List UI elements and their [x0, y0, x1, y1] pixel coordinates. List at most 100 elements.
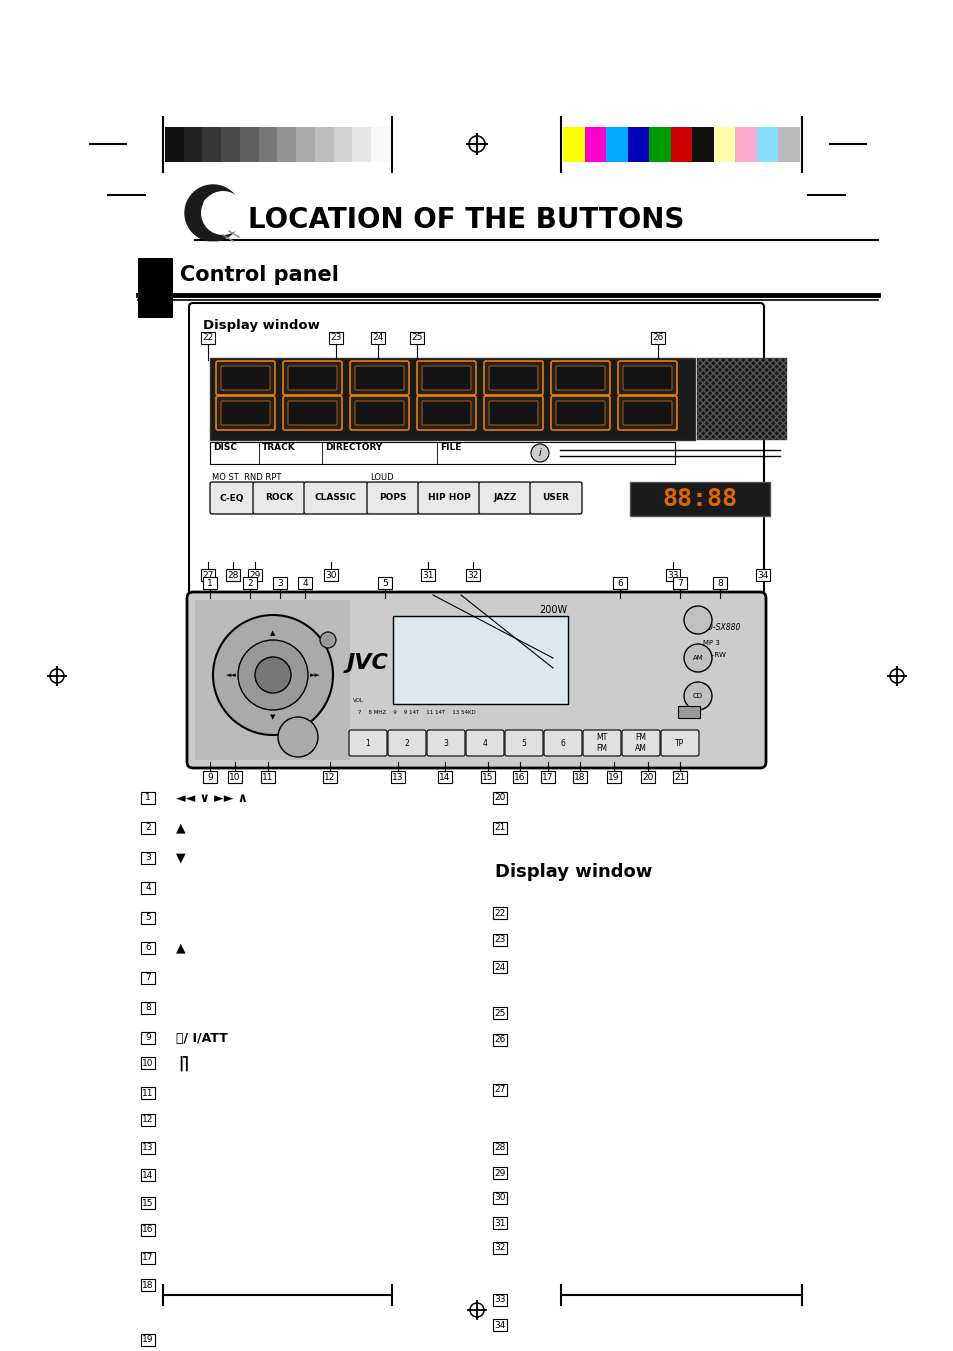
Circle shape: [203, 197, 219, 213]
Text: 19: 19: [142, 1336, 153, 1344]
Text: C-EQ: C-EQ: [219, 493, 244, 503]
FancyBboxPatch shape: [618, 361, 677, 394]
FancyBboxPatch shape: [556, 401, 604, 426]
FancyBboxPatch shape: [489, 401, 537, 426]
Text: 16: 16: [142, 1225, 153, 1235]
Text: 17: 17: [541, 773, 553, 781]
Bar: [755, 569, 769, 581]
Bar: [203, 577, 216, 589]
Bar: [141, 1252, 154, 1265]
FancyBboxPatch shape: [427, 730, 464, 757]
Bar: [420, 569, 435, 581]
Text: 23: 23: [330, 334, 341, 343]
Text: 34: 34: [494, 1320, 505, 1329]
Text: 33: 33: [666, 570, 678, 580]
Text: 13: 13: [142, 1143, 153, 1152]
Bar: [493, 1034, 506, 1046]
Text: ROCK: ROCK: [265, 493, 293, 503]
Text: 13: 13: [392, 773, 403, 781]
Text: 20: 20: [641, 773, 653, 781]
Text: 25: 25: [411, 334, 422, 343]
Bar: [240, 127, 258, 162]
Bar: [480, 771, 495, 784]
Text: CD-RW: CD-RW: [702, 653, 726, 658]
Text: 6: 6: [617, 578, 622, 588]
Text: 4: 4: [302, 578, 308, 588]
Bar: [243, 577, 256, 589]
FancyBboxPatch shape: [189, 303, 763, 596]
Bar: [352, 127, 371, 162]
Text: 1: 1: [365, 739, 370, 747]
Text: 31: 31: [494, 1219, 505, 1228]
FancyBboxPatch shape: [388, 730, 426, 757]
Bar: [540, 771, 555, 784]
Bar: [678, 707, 700, 717]
Text: AM: AM: [692, 655, 702, 661]
FancyBboxPatch shape: [660, 730, 699, 757]
Text: 11: 11: [262, 773, 274, 781]
Bar: [493, 961, 506, 973]
FancyBboxPatch shape: [556, 366, 604, 390]
FancyBboxPatch shape: [283, 396, 341, 430]
Text: 4: 4: [145, 884, 151, 893]
Text: ▲: ▲: [270, 630, 275, 636]
Bar: [203, 771, 216, 784]
Text: 34: 34: [757, 570, 768, 580]
Bar: [493, 1142, 506, 1154]
Bar: [141, 1279, 154, 1292]
Text: ▲: ▲: [175, 821, 186, 835]
Text: 30: 30: [325, 570, 336, 580]
Text: 2: 2: [145, 824, 151, 832]
Bar: [629, 482, 769, 516]
Bar: [141, 1002, 154, 1015]
Bar: [371, 332, 385, 345]
Bar: [141, 1142, 154, 1154]
Bar: [778, 127, 800, 162]
Bar: [393, 616, 567, 704]
Bar: [692, 127, 713, 162]
Text: KD-SX880: KD-SX880: [702, 624, 740, 632]
Text: POPS: POPS: [379, 493, 406, 503]
Circle shape: [319, 632, 335, 648]
FancyBboxPatch shape: [421, 366, 471, 390]
Text: 28: 28: [227, 570, 238, 580]
Bar: [640, 771, 655, 784]
Bar: [141, 792, 154, 804]
Text: 21: 21: [674, 773, 685, 781]
Text: ▼: ▼: [175, 851, 186, 865]
Bar: [141, 852, 154, 865]
Bar: [513, 771, 526, 784]
Text: 5: 5: [521, 739, 526, 747]
Bar: [248, 569, 262, 581]
Text: 12: 12: [324, 773, 335, 781]
Bar: [665, 569, 679, 581]
Text: 7    8 MHZ    9    9 14T    11 14T    13 54KD: 7 8 MHZ 9 9 14T 11 14T 13 54KD: [357, 709, 476, 715]
Text: 18: 18: [574, 773, 585, 781]
Text: TRACK: TRACK: [262, 443, 295, 453]
Bar: [141, 912, 154, 924]
Circle shape: [683, 607, 711, 634]
Bar: [391, 771, 405, 784]
Bar: [277, 127, 296, 162]
Text: 8: 8: [717, 578, 722, 588]
Bar: [437, 771, 452, 784]
Bar: [323, 771, 336, 784]
Text: Display window: Display window: [495, 863, 652, 881]
Bar: [493, 907, 506, 919]
Bar: [672, 577, 686, 589]
Bar: [258, 127, 277, 162]
Text: 15: 15: [142, 1198, 153, 1208]
Bar: [141, 1224, 154, 1236]
Circle shape: [201, 190, 245, 235]
Bar: [371, 127, 390, 162]
Text: CD: CD: [692, 693, 702, 698]
Bar: [141, 971, 154, 984]
Bar: [228, 771, 242, 784]
Bar: [141, 1032, 154, 1044]
Bar: [493, 1192, 506, 1204]
Text: 7: 7: [677, 578, 682, 588]
Text: Display window: Display window: [203, 319, 319, 332]
Bar: [493, 792, 506, 804]
FancyBboxPatch shape: [618, 396, 677, 430]
Text: MT
FM: MT FM: [596, 734, 607, 753]
